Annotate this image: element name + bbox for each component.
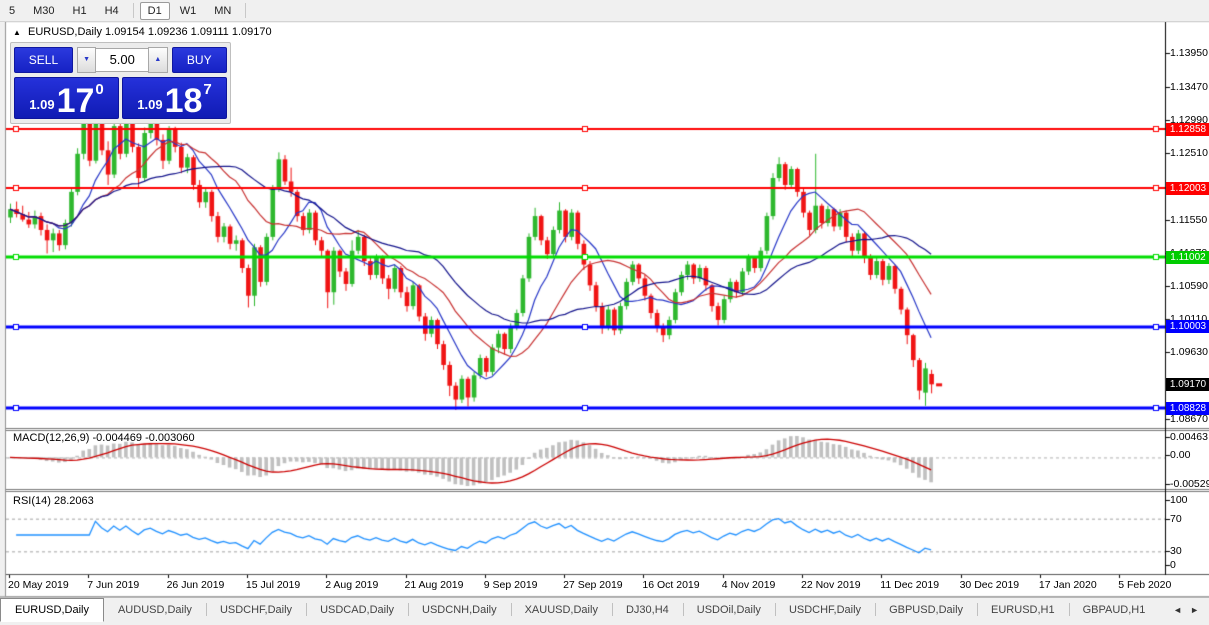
tab-scroll-left-icon[interactable]: ◄ [1173,605,1183,615]
chart-tab-eurusd-daily[interactable]: EURUSD,Daily [0,598,104,622]
macd-indicator-label: MACD(12,26,9) -0.004469 -0.003060 [13,432,195,444]
price-tick-label: 70 [1170,513,1182,525]
sell-price-big: 17 [56,82,95,120]
tab-label: AUDUSD,Daily [117,604,192,616]
tab-label: USDCNH,Daily [422,604,497,616]
price-level-badge: 1.12858 [1166,122,1209,136]
price-tick-label: -0.005299 [1170,478,1209,490]
date-tick-label: 9 Sep 2019 [483,579,538,591]
timeframe-button-5[interactable]: 5 [9,4,16,17]
date-tick-label: 7 Jun 2019 [87,579,140,591]
price-tick-label: 0.00463 [1170,431,1208,443]
price-tick-label: 1.13470 [1170,80,1208,93]
date-tick-label: 5 Feb 2020 [1118,579,1172,591]
tab-label: DJ30,H4 [625,604,669,616]
date-tick-label: 2 Aug 2019 [325,579,379,591]
chart-tab-usdoil-daily[interactable]: USDOil,Daily [682,598,775,622]
date-tick-label: 4 Nov 2019 [721,579,776,591]
chart-tab-eurusd-h1[interactable]: EURUSD,H1 [977,598,1069,622]
rsi-indicator-label: RSI(14) 28.2063 [13,495,94,507]
price-tick-label: 0.00 [1170,449,1191,461]
price-tick-label: 1.11550 [1170,213,1208,226]
buy-button[interactable]: BUY [171,46,228,73]
chart-tab-audusd-daily[interactable]: AUDUSD,Daily [104,598,206,622]
sell-price-pip: 0 [95,81,104,98]
ohlc-close: 1.09170 [231,26,272,38]
ohlc-high: 1.09236 [147,26,188,38]
sell-price-display[interactable]: 1.09 17 0 [14,77,119,119]
tab-label: USDOil,Daily [696,604,761,616]
tab-scroll-right-icon[interactable]: ► [1190,605,1199,615]
date-tick-label: 11 Dec 2019 [880,579,940,591]
timeframe-toolbar: 5 M30 H1 H4 D1 W1 MN [0,0,1209,22]
price-tick-label: 100 [1170,494,1188,506]
chart-title: ▲ EURUSD,Daily 1.09154 1.09236 1.09111 1… [13,26,272,38]
chart-tab-dj30-h4[interactable]: DJ30,H4 [611,598,683,622]
volume-increase-button[interactable]: ▲ [148,46,168,73]
sell-button[interactable]: SELL [14,46,73,73]
price-tick-label: 1.12510 [1170,147,1208,160]
date-tick-label: 30 Dec 2019 [959,579,1020,591]
timeframe-button-h4[interactable]: H4 [104,4,119,17]
ohlc-open: 1.09154 [105,26,145,38]
tab-label: GBPAUD,H1 [1082,604,1146,616]
toolbar-separator [132,3,134,18]
one-click-trading-panel: SELL ▼ ▲ BUY 1.09 17 0 1.09 18 7 [10,42,231,124]
chevron-up-icon: ▲ [154,56,162,63]
date-tick-label: 22 Nov 2019 [801,579,861,591]
price-tick-label: 30 [1170,545,1182,557]
timeframe-button-d1[interactable]: D1 [139,1,170,20]
buy-price-pip: 7 [203,81,212,98]
chart-tab-gbpaud-h1[interactable]: GBPAUD,H1 [1068,598,1160,622]
price-tick-label: 1.08670 [1170,412,1208,425]
tab-label: EURUSD,H1 [991,604,1055,616]
collapse-icon[interactable]: ▲ [13,28,21,37]
price-level-badge: 1.11002 [1166,250,1209,264]
date-tick-label: 21 Aug 2019 [404,579,464,591]
price-level-badge: 1.09170 [1166,377,1209,391]
buy-price-big: 18 [164,82,203,120]
ohlc-low: 1.09111 [190,26,229,38]
price-tick-label: 0 [1170,559,1176,571]
tab-label: USDCHF,Daily [788,604,862,616]
tab-label: XAUUSD,Daily [524,604,598,616]
date-tick-label: 26 Jun 2019 [166,579,225,591]
tab-label: EURUSD,Daily [15,604,89,616]
timeframe-button-m30[interactable]: M30 [33,4,55,17]
chart-tab-xauusd-daily[interactable]: XAUUSD,Daily [510,598,612,622]
tab-label: USDCHF,Daily [219,604,293,616]
chart-tab-usdchf-daily[interactable]: USDCHF,Daily [205,598,306,622]
sell-price-prefix: 1.09 [29,97,55,112]
timeframe-button-w1[interactable]: W1 [179,4,197,17]
chart-tab-bar: EURUSD,Daily AUDUSD,Daily USDCHF,Daily USDC… [0,597,1209,622]
chart-symbol-label: EURUSD,Daily [27,26,102,38]
timeframe-button-h1[interactable]: H1 [72,4,87,17]
date-tick-label: 17 Jan 2020 [1038,579,1097,591]
buy-price-display[interactable]: 1.09 18 7 [122,77,227,119]
price-level-badge: 1.10003 [1166,320,1209,334]
chart-tab-usdchf-daily[interactable]: USDCHF,Daily [774,598,875,622]
price-level-badge: 1.08828 [1166,401,1209,415]
buy-price-prefix: 1.09 [137,97,163,112]
volume-input[interactable] [96,47,149,72]
chevron-down-icon: ▼ [83,56,91,63]
toolbar-separator [245,3,247,18]
chart-tab-gbpusd-daily[interactable]: GBPUSD,Daily [875,598,977,622]
date-tick-label: 27 Sep 2019 [563,579,623,591]
date-tick-label: 15 Jul 2019 [245,579,301,591]
price-tick-label: 1.13950 [1170,47,1208,60]
price-level-badge: 1.12003 [1166,181,1209,195]
price-tick-label: 1.10590 [1170,280,1208,293]
price-tick-label: 1.09630 [1170,346,1208,359]
date-tick-label: 20 May 2019 [8,579,69,591]
chart-tab-usdcad-daily[interactable]: USDCAD,Daily [306,598,408,622]
timeframe-button-mn[interactable]: MN [214,4,232,17]
tab-label: GBPUSD,Daily [889,604,964,616]
chart-tab-usdcnh-daily[interactable]: USDCNH,Daily [408,598,511,622]
date-tick-label: 16 Oct 2019 [642,579,700,591]
volume-decrease-button[interactable]: ▼ [76,46,97,73]
tab-label: USDCAD,Daily [320,604,395,616]
